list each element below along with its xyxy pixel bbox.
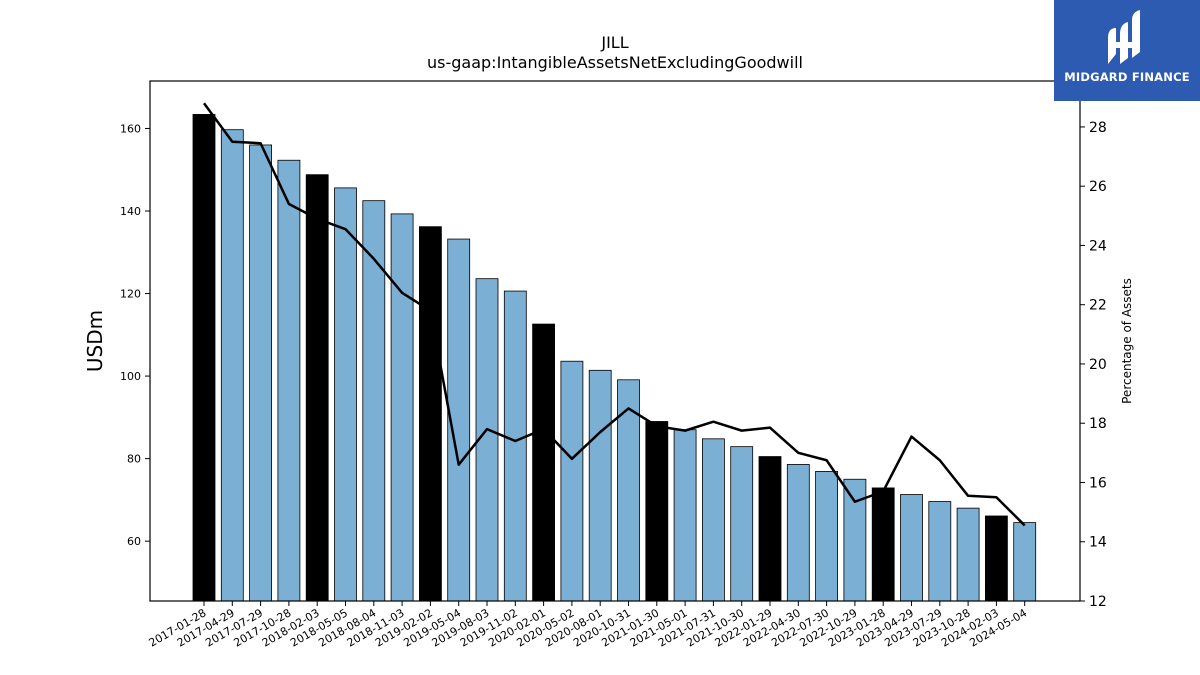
bar-2018-11-03 [390, 213, 414, 602]
bar-2022-10-29 [843, 478, 867, 602]
bar-2021-10-30 [730, 446, 754, 602]
bar-2024-02-03 [985, 515, 1008, 602]
plot-frame [149, 80, 1081, 602]
y2-tick-label: 22 [1089, 298, 1107, 314]
y2-tick-label: 24 [1089, 238, 1107, 254]
bar-2024-05-04 [1013, 522, 1037, 602]
bar-2017-07-29 [249, 144, 273, 602]
y2-tick-label: 26 [1089, 179, 1107, 195]
bar-2021-01-30 [645, 421, 669, 602]
percentage-line [202, 102, 1026, 527]
x-axis: 2017-01-282017-04-292017-07-292017-10-28… [147, 601, 1029, 650]
bar-group [192, 114, 1037, 602]
y2-tick-label: 16 [1089, 475, 1107, 491]
y-axis-label: USDm [83, 310, 107, 372]
bar-2022-01-29 [758, 456, 782, 602]
brand-name: MIDGARD FINANCE [1064, 70, 1190, 84]
bar-2020-02-01 [532, 323, 555, 602]
midgard-logo-icon [1108, 10, 1140, 64]
bar-2023-07-29 [928, 501, 952, 602]
bar-2021-05-01 [673, 429, 697, 602]
y-tick-label: 100 [120, 370, 141, 383]
y-tick-label: 120 [120, 288, 141, 301]
bar-2017-10-28 [277, 159, 301, 602]
y-axis-left: 60 80 100 120 140 160 [120, 122, 150, 548]
y-tick-label: 140 [120, 205, 141, 218]
y2-tick-label: 14 [1089, 535, 1107, 551]
bar-2023-10-28 [956, 507, 980, 602]
brand-logo: MIDGARD FINANCE [1054, 0, 1200, 101]
bar-2022-04-30 [786, 463, 810, 602]
y-axis-right: 12 14 16 18 20 22 24 26 28 [1080, 120, 1107, 610]
y-tick-label: 160 [120, 122, 141, 135]
y2-tick-label: 12 [1089, 594, 1107, 610]
bar-2018-05-05 [334, 187, 357, 602]
bar-2019-02-02 [418, 226, 442, 602]
bar-2020-05-02 [560, 360, 584, 602]
bar-2021-07-31 [702, 438, 725, 602]
bar-2017-01-28 [192, 114, 216, 602]
bar-2019-11-02 [503, 290, 527, 602]
y2-tick-label: 18 [1089, 416, 1107, 432]
y2-tick-label: 28 [1089, 120, 1107, 136]
y-tick-label: 60 [127, 535, 141, 548]
bar-2017-04-29 [220, 129, 244, 602]
y-tick-label: 80 [127, 453, 141, 466]
bar-2022-07-30 [815, 471, 838, 602]
line-group [202, 102, 1026, 527]
chart-title: JILL [600, 33, 628, 52]
y2-tick-label: 20 [1089, 357, 1107, 373]
bar-2023-04-29 [900, 494, 923, 602]
chart-subtitle: us-gaap:IntangibleAssetsNetExcludingGood… [427, 53, 803, 72]
bar-2018-02-03 [305, 174, 329, 602]
bar-2023-01-28 [871, 487, 895, 602]
bar-2020-08-01 [588, 369, 612, 602]
y2-axis-label: Percentage of Assets [1120, 278, 1134, 404]
